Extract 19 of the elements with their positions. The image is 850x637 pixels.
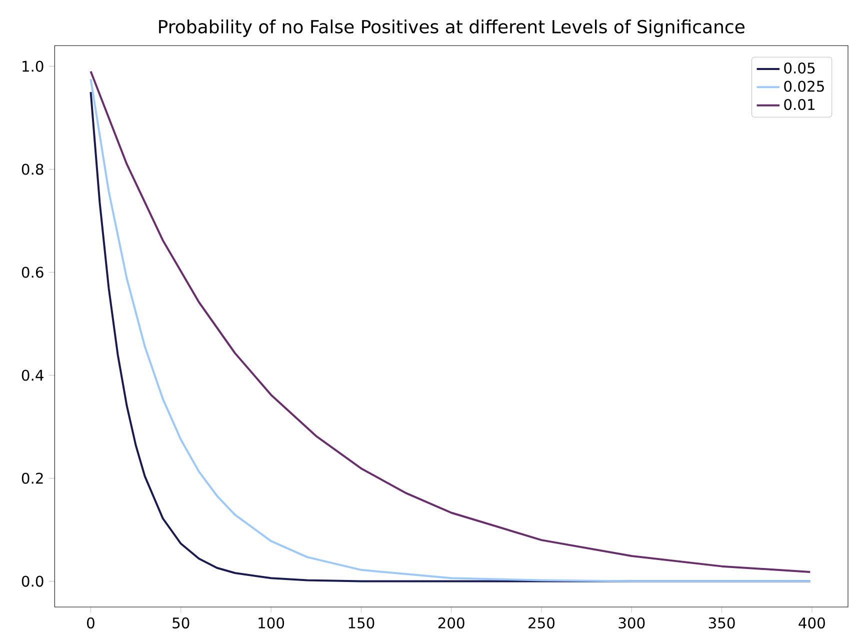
x-tick-label: 350 — [708, 617, 735, 628]
x-tick-label: 400 — [798, 617, 825, 628]
legend-label: 0.01 — [784, 98, 814, 110]
x-tick-label: 100 — [258, 617, 284, 628]
x-tick-label: 300 — [618, 617, 645, 628]
x-tick-label: 150 — [348, 617, 374, 628]
y-tick-label: 0.2 — [22, 472, 43, 484]
x-tick-label: 250 — [528, 617, 554, 628]
y-tick-label: 0.4 — [22, 370, 44, 381]
x-tick-label: 200 — [438, 617, 464, 628]
chart-title: Probability of no False Positives at different Levels of Significance — [159, 20, 744, 37]
legend-label: 0.05 — [784, 62, 815, 74]
x-tick-label: 0 — [87, 617, 94, 628]
y-tick-label: 0.8 — [22, 164, 44, 175]
y-tick-label: 0.6 — [22, 266, 44, 278]
y-tick-label: 1.0 — [22, 60, 44, 72]
legend-label: 0.025 — [784, 80, 824, 92]
x-tick-label: 50 — [172, 617, 190, 628]
y-tick-label: 0.0 — [22, 576, 44, 587]
